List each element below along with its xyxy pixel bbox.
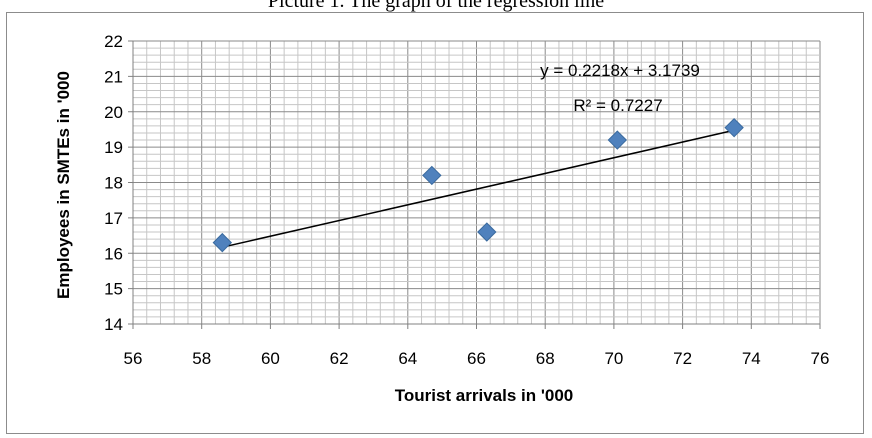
trendline xyxy=(222,129,735,248)
data-point-marker xyxy=(212,232,233,253)
r-squared-label: R² = 0.7227 xyxy=(573,96,662,115)
chart-frame xyxy=(6,12,864,434)
data-point-marker xyxy=(724,117,744,138)
x-tick-label: 74 xyxy=(742,349,761,368)
y-tick-label: 18 xyxy=(104,174,123,193)
y-tick-label: 14 xyxy=(104,315,123,334)
y-tick-label: 19 xyxy=(104,138,123,157)
x-tick-labels: 56 58 60 62 64 66 68 70 72 74 76 xyxy=(124,349,830,368)
x-tick-label: 70 xyxy=(604,349,623,368)
x-tick-label: 58 xyxy=(192,349,211,368)
x-tick-label: 76 xyxy=(811,349,830,368)
x-tick-label: 56 xyxy=(124,349,143,368)
x-tick-label: 68 xyxy=(536,349,555,368)
chart-axes xyxy=(128,40,821,329)
y-tick-label: 15 xyxy=(104,280,123,299)
x-tick-label: 66 xyxy=(467,349,486,368)
x-tick-label: 60 xyxy=(261,349,280,368)
x-tick-label: 72 xyxy=(673,349,692,368)
data-point-marker xyxy=(607,130,628,150)
y-axis-title: Employees in SMTEs in '000 xyxy=(54,71,73,299)
data-points xyxy=(212,117,744,253)
y-tick-label: 16 xyxy=(104,244,123,263)
y-tick-label: 21 xyxy=(104,67,123,86)
y-tick-label: 17 xyxy=(104,209,123,228)
x-tick-label: 62 xyxy=(330,349,349,368)
y-tick-label: 20 xyxy=(104,103,123,122)
figure-caption: Picture 1. The graph of the regression l… xyxy=(267,0,605,12)
x-tick-label: 64 xyxy=(398,349,417,368)
data-point-marker xyxy=(422,165,442,186)
trendline-equation: y = 0.2218x + 3.1739 xyxy=(540,61,700,80)
y-tick-label: 22 xyxy=(104,32,123,51)
y-tick-labels: 14 15 16 17 18 19 20 21 22 xyxy=(104,32,123,334)
chart-grid xyxy=(132,40,821,325)
trendline-group xyxy=(222,129,735,248)
data-point-marker xyxy=(477,222,497,242)
x-axis-title: Tourist arrivals in '000 xyxy=(395,386,574,405)
